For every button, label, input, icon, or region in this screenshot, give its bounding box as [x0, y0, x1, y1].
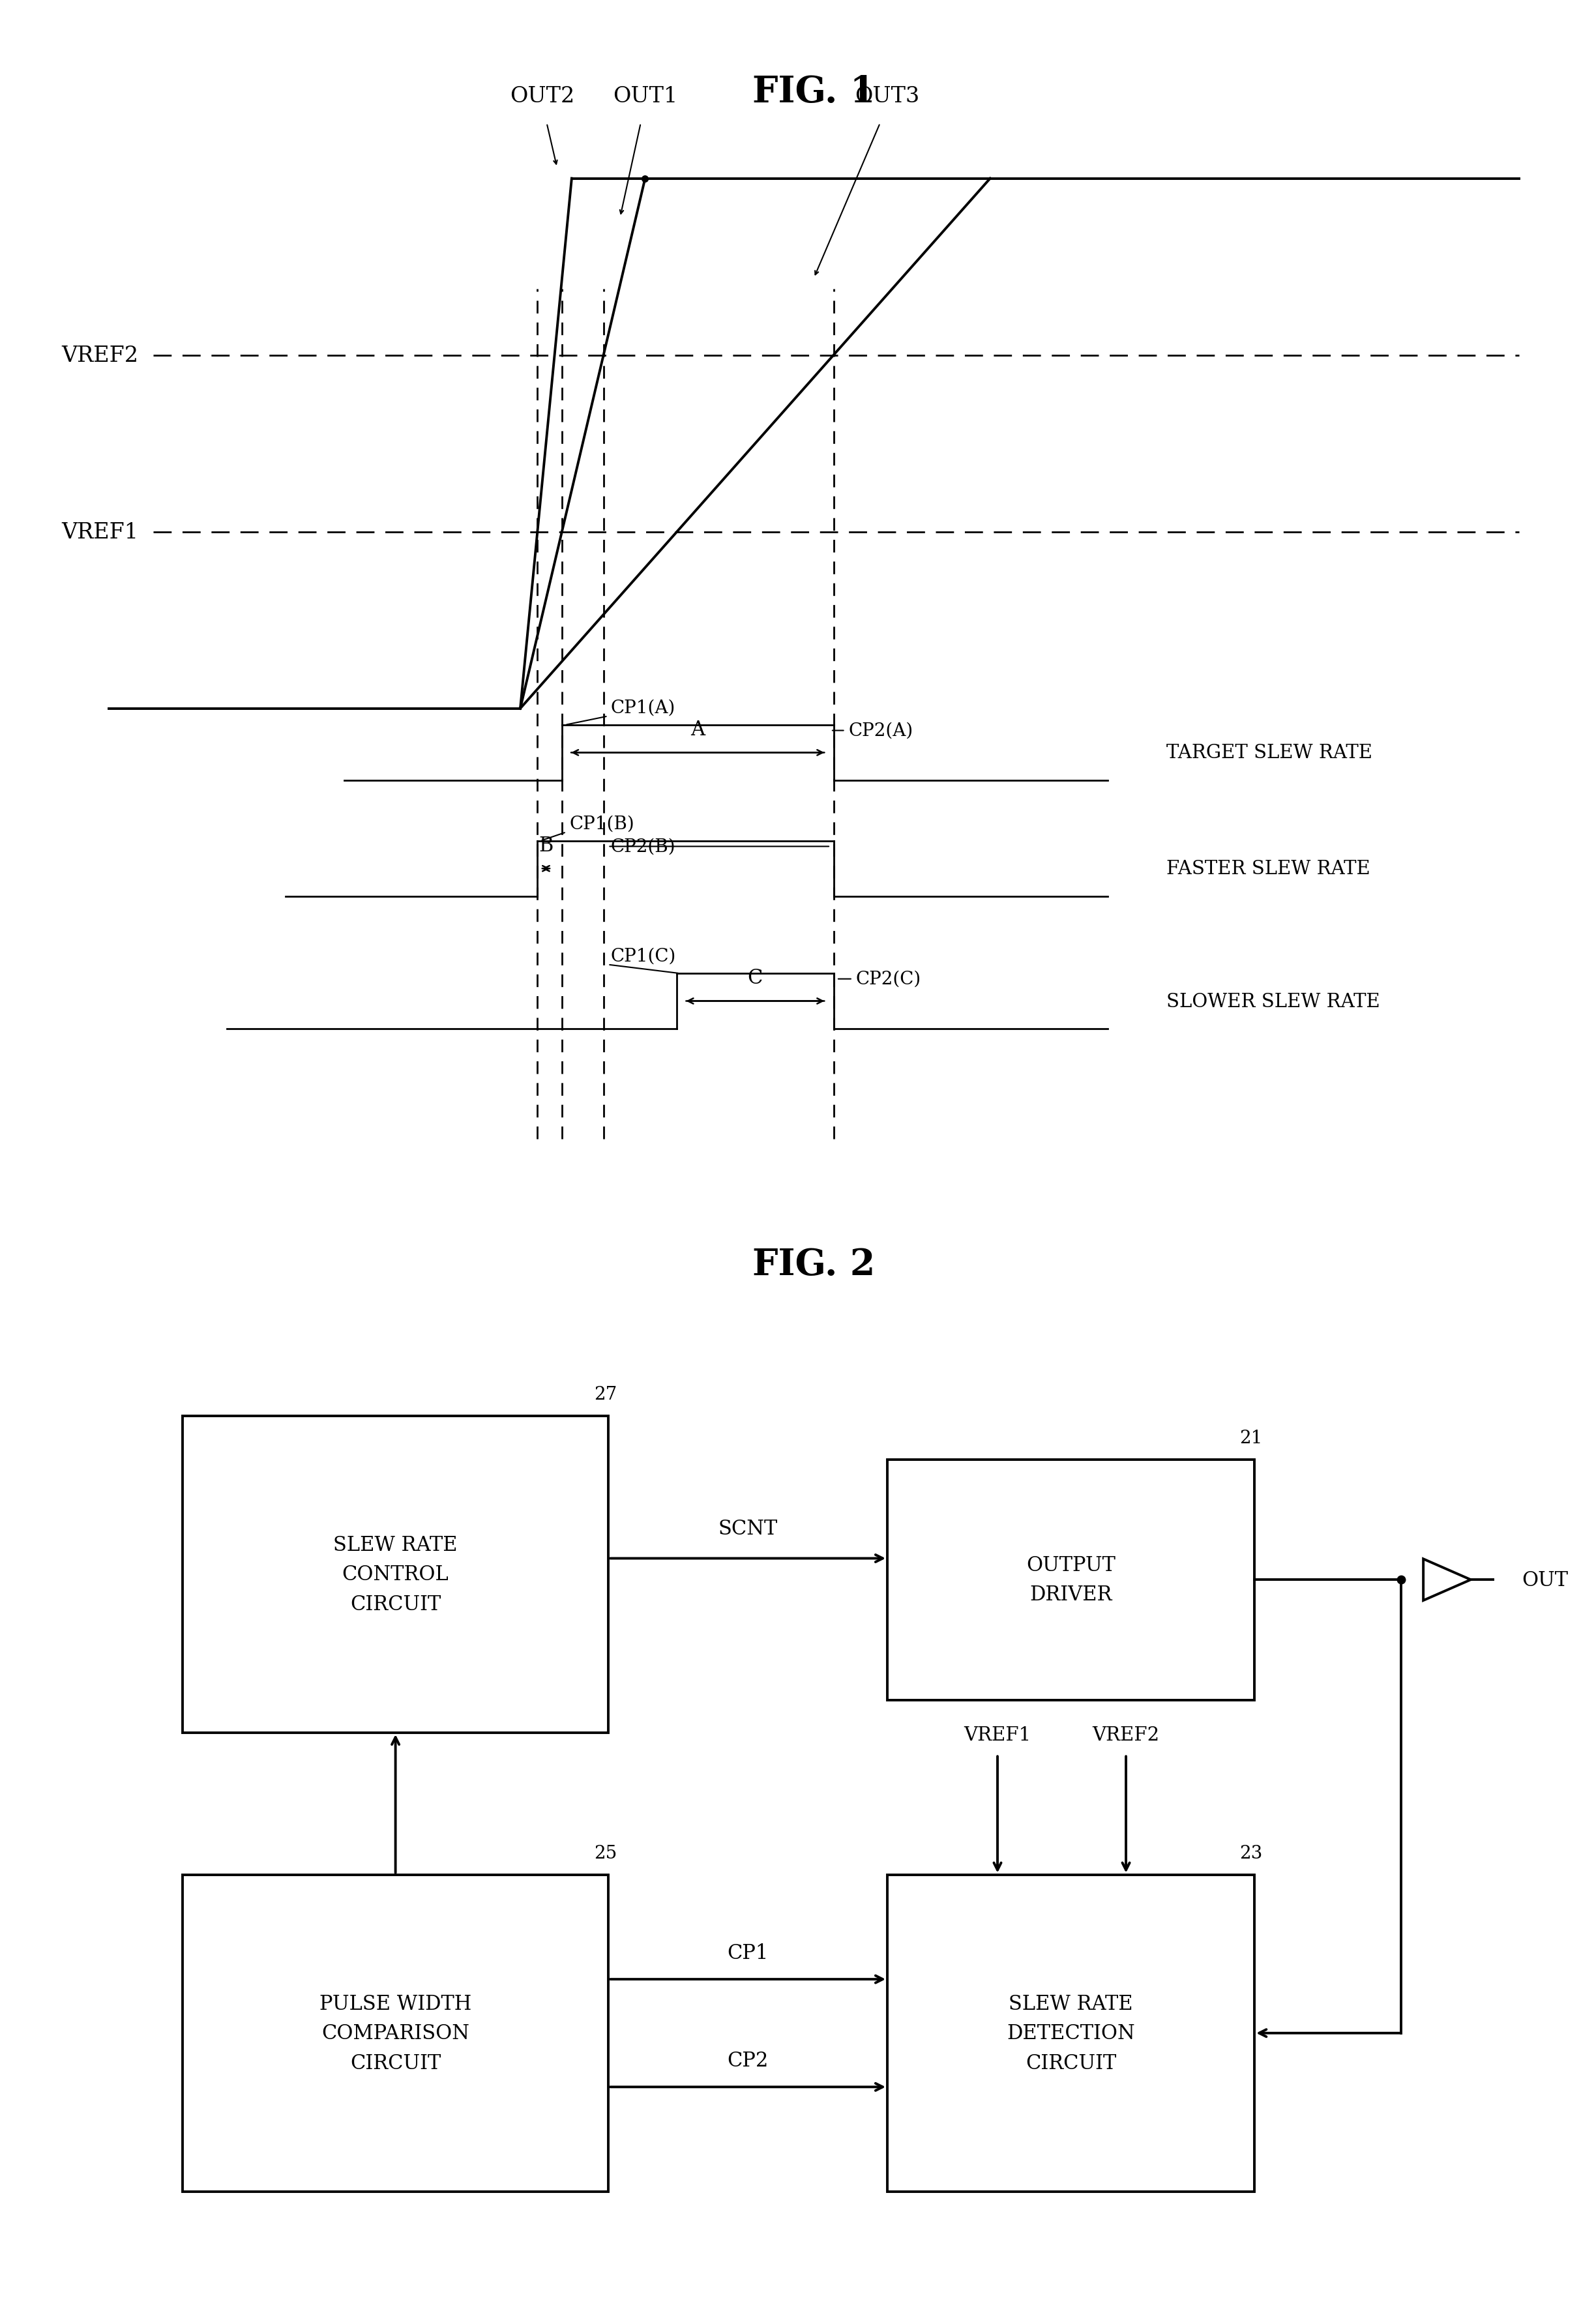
Bar — [182, 1875, 608, 2192]
Text: OUT2: OUT2 — [511, 86, 575, 107]
Text: FASTER SLEW RATE: FASTER SLEW RATE — [1167, 860, 1371, 878]
Text: CP1(C): CP1(C) — [611, 948, 677, 964]
Text: 25: 25 — [594, 1843, 616, 1862]
Text: 21: 21 — [1240, 1429, 1262, 1446]
Text: CP2: CP2 — [728, 2050, 769, 2071]
Text: 23: 23 — [1240, 1843, 1262, 1862]
Text: SLEW RATE
CONTROL
CIRCUIT: SLEW RATE CONTROL CIRCUIT — [334, 1534, 458, 1615]
Text: SCNT: SCNT — [718, 1518, 777, 1538]
Text: SLOWER SLEW RATE: SLOWER SLEW RATE — [1167, 992, 1381, 1011]
Text: FIG. 1: FIG. 1 — [753, 74, 875, 109]
Text: B: B — [539, 834, 554, 855]
Text: FIG. 2: FIG. 2 — [753, 1246, 875, 1283]
Text: VREF2: VREF2 — [1092, 1724, 1160, 1743]
Text: OUT: OUT — [1523, 1569, 1569, 1590]
Text: OUT3: OUT3 — [855, 86, 919, 107]
Text: CP2(B): CP2(B) — [611, 839, 675, 855]
Bar — [887, 1875, 1254, 2192]
Text: OUT1: OUT1 — [613, 86, 677, 107]
Text: C: C — [747, 967, 763, 988]
Text: CP1(B): CP1(B) — [570, 816, 634, 832]
Text: 27: 27 — [594, 1385, 616, 1404]
Bar — [887, 1459, 1254, 1701]
Text: SLEW RATE
DETECTION
CIRCUIT: SLEW RATE DETECTION CIRCUIT — [1007, 1994, 1135, 2073]
Text: VREF1: VREF1 — [964, 1724, 1031, 1743]
Text: CP2(A): CP2(A) — [847, 723, 913, 739]
Text: PULSE WIDTH
COMPARISON
CIRCUIT: PULSE WIDTH COMPARISON CIRCUIT — [319, 1994, 471, 2073]
Text: TARGET SLEW RATE: TARGET SLEW RATE — [1167, 744, 1373, 762]
Text: OUTPUT
DRIVER: OUTPUT DRIVER — [1026, 1555, 1116, 1606]
Text: A: A — [691, 720, 705, 739]
Bar — [182, 1415, 608, 1734]
Text: VREF2: VREF2 — [62, 346, 139, 365]
Text: VREF1: VREF1 — [62, 523, 139, 541]
Text: CP2(C): CP2(C) — [855, 971, 921, 988]
Text: CP1: CP1 — [728, 1943, 769, 1964]
Text: CP1(A): CP1(A) — [611, 700, 675, 716]
